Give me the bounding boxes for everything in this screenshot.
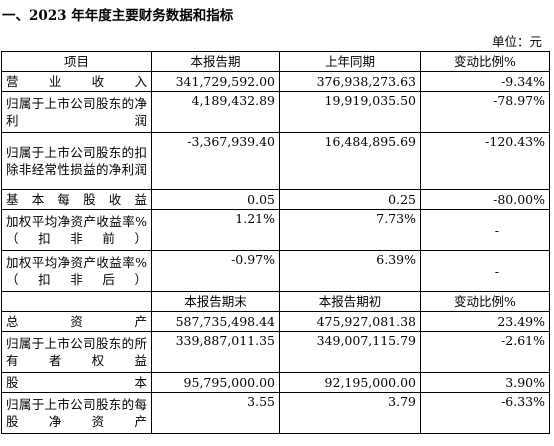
- previous-value: 349,007,115.79: [279, 331, 421, 373]
- current-value: 3.55: [151, 392, 280, 434]
- row-label: 基本每股收益: [1, 189, 152, 210]
- current-value: 95,795,000.00: [151, 372, 280, 393]
- previous-value: 0.25: [279, 189, 421, 210]
- table-row: 总资产 587,735,498.44 475,927,081.38 23.49%: [1, 311, 550, 332]
- change-value: -: [420, 209, 550, 251]
- table-row: 加权平均净资产收益率%（扣非后） -0.97% 6.39% -: [1, 250, 550, 292]
- table-row: 归属于上市公司股东的净利润 4,189,432.89 19,919,035.50…: [1, 91, 550, 133]
- table-row: 加权平均净资产收益率%（扣非前） 1.21% 7.73% -: [1, 209, 550, 251]
- header-cell: 项目: [1, 51, 152, 72]
- change-value: -78.97%: [420, 91, 550, 133]
- change-value: -6.33%: [420, 392, 550, 434]
- header-cell: 上年同期: [279, 51, 421, 72]
- subheader-cell: 本报告期初: [279, 291, 421, 312]
- row-label: 归属于上市公司股东的每股净资产: [1, 392, 152, 434]
- current-value: 341,729,592.00: [151, 71, 280, 92]
- subheader-cell: 变动比例%: [420, 291, 550, 312]
- header-cell: 变动比例%: [420, 51, 550, 72]
- previous-value: 376,938,273.63: [279, 71, 421, 92]
- change-value: 3.90%: [420, 372, 550, 393]
- section-heading: 一、2023 年年度主要财务数据和指标: [2, 8, 234, 24]
- change-value: -2.61%: [420, 331, 550, 373]
- subheader-cell: [1, 291, 152, 312]
- row-label: 加权平均净资产收益率%（扣非后）: [1, 250, 152, 292]
- table-row: 基本每股收益 0.05 0.25 -80.00%: [1, 189, 550, 210]
- current-value: 0.05: [151, 189, 280, 210]
- change-value: -120.43%: [420, 132, 550, 190]
- current-value: -3,367,939.40: [151, 132, 280, 190]
- row-label: 加权平均净资产收益率%（扣非前）: [1, 209, 152, 251]
- subheader-cell: 本报告期末: [151, 291, 280, 312]
- financial-table: 项目 本报告期 上年同期 变动比例% 营业收入 341,729,592.00 3…: [1, 51, 550, 434]
- current-value: 339,887,011.35: [151, 331, 280, 373]
- previous-value: 92,195,000.00: [279, 372, 421, 393]
- row-label: 总资产: [1, 311, 152, 332]
- current-value: -0.97%: [151, 250, 280, 292]
- table-row: 股本 95,795,000.00 92,195,000.00 3.90%: [1, 372, 550, 393]
- change-value: -80.00%: [420, 189, 550, 210]
- change-value: -9.34%: [420, 71, 550, 92]
- row-label: 股本: [1, 372, 152, 393]
- table-row: 营业收入 341,729,592.00 376,938,273.63 -9.34…: [1, 71, 550, 92]
- previous-value: 16,484,895.69: [279, 132, 421, 190]
- current-value: 587,735,498.44: [151, 311, 280, 332]
- unit-label: 单位：元: [491, 34, 542, 49]
- change-value: 23.49%: [420, 311, 550, 332]
- current-value: 1.21%: [151, 209, 280, 251]
- previous-value: 7.73%: [279, 209, 421, 251]
- table-row: 归属于上市公司股东的扣除非经常性损益的净利润 -3,367,939.40 16,…: [1, 132, 550, 190]
- table-row: 归属于上市公司股东的每股净资产 3.55 3.79 -6.33%: [1, 392, 550, 434]
- table-row: 归属于上市公司股东的所有者权益 339,887,011.35 349,007,1…: [1, 331, 550, 373]
- current-value: 4,189,432.89: [151, 91, 280, 133]
- change-value: -: [420, 250, 550, 292]
- previous-value: 19,919,035.50: [279, 91, 421, 133]
- row-label: 归属于上市公司股东的净利润: [1, 91, 152, 133]
- table-subheader-row: 本报告期末 本报告期初 变动比例%: [1, 291, 550, 312]
- previous-value: 475,927,081.38: [279, 311, 421, 332]
- header-cell: 本报告期: [151, 51, 280, 72]
- previous-value: 3.79: [279, 392, 421, 434]
- row-label: 营业收入: [1, 71, 152, 92]
- row-label: 归属于上市公司股东的所有者权益: [1, 331, 152, 373]
- row-label: 归属于上市公司股东的扣除非经常性损益的净利润: [1, 132, 152, 190]
- table-header-row: 项目 本报告期 上年同期 变动比例%: [1, 51, 550, 72]
- previous-value: 6.39%: [279, 250, 421, 292]
